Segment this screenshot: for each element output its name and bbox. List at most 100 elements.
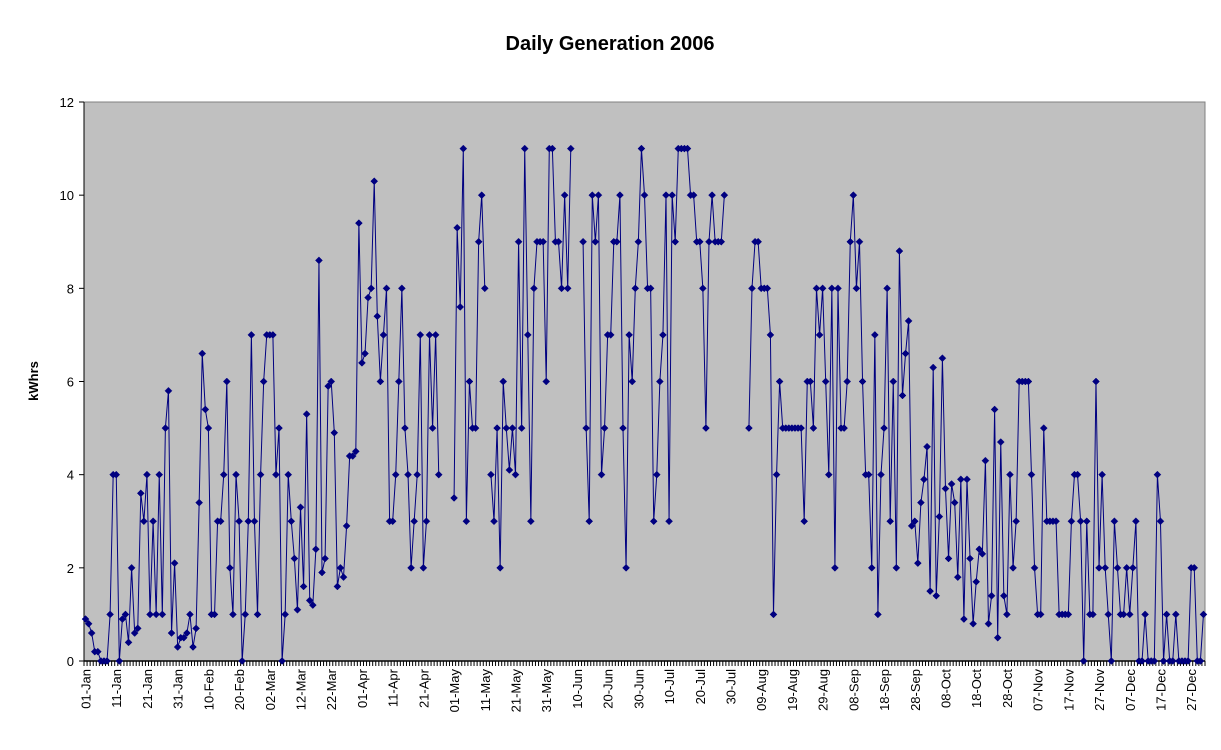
data-point xyxy=(745,424,753,432)
data-point xyxy=(1092,377,1100,386)
data-point xyxy=(990,405,999,414)
data-point xyxy=(963,475,971,484)
data-point xyxy=(563,284,572,293)
data-point xyxy=(975,545,984,554)
data-point xyxy=(843,377,852,386)
data-point xyxy=(588,191,597,200)
data-point xyxy=(932,591,941,600)
data-point xyxy=(720,191,729,200)
data-point xyxy=(999,591,1008,600)
data-point xyxy=(517,424,526,432)
data-point xyxy=(284,470,293,479)
x-tick-label: 20-Jul xyxy=(693,669,708,705)
data-point xyxy=(1076,517,1085,526)
data-point xyxy=(250,517,259,526)
data-point xyxy=(520,144,529,153)
data-point xyxy=(474,237,483,246)
data-point xyxy=(849,191,858,200)
data-point xyxy=(827,284,836,293)
data-point xyxy=(665,517,673,526)
data-point xyxy=(388,517,397,526)
data-point xyxy=(874,610,882,619)
data-point xyxy=(929,363,938,372)
data-point xyxy=(1073,470,1082,479)
data-point xyxy=(195,498,204,507)
data-point xyxy=(140,517,148,526)
x-tick-label: 09-Aug xyxy=(754,669,769,711)
data-point xyxy=(1119,610,1128,619)
data-point xyxy=(143,470,151,479)
data-point xyxy=(416,331,425,339)
y-tick-label: 10 xyxy=(60,188,74,203)
data-point xyxy=(235,517,243,526)
data-point xyxy=(358,359,366,367)
data-point xyxy=(324,382,333,391)
data-point xyxy=(351,447,360,456)
data-point xyxy=(127,563,136,572)
data-point xyxy=(640,191,649,200)
data-point xyxy=(336,563,345,572)
data-point xyxy=(376,377,385,386)
data-point xyxy=(103,657,111,665)
data-point xyxy=(170,559,179,568)
data-point xyxy=(1132,517,1140,526)
data-point xyxy=(490,517,498,526)
data-point xyxy=(238,657,247,665)
data-point xyxy=(548,144,557,153)
x-tick-label: 08-Oct xyxy=(938,669,953,708)
x-tick-label: 07-Dec xyxy=(1123,669,1138,711)
data-point xyxy=(748,284,756,293)
data-point xyxy=(232,470,240,479)
data-point xyxy=(106,610,114,619)
data-point xyxy=(1009,563,1017,572)
data-point xyxy=(539,237,548,246)
data-point xyxy=(305,596,314,605)
data-point xyxy=(809,424,818,432)
data-point xyxy=(278,657,286,665)
data-point xyxy=(1190,563,1199,572)
data-point xyxy=(591,237,600,246)
x-tick-label: 21-Jan xyxy=(140,669,155,709)
x-tick-label: 12-Mar xyxy=(294,668,309,710)
data-point xyxy=(1082,517,1091,526)
data-point xyxy=(966,554,974,563)
data-point xyxy=(493,424,501,432)
data-point xyxy=(631,284,640,293)
data-point xyxy=(499,377,508,386)
data-point xyxy=(1079,657,1088,665)
y-tick-label: 12 xyxy=(60,95,74,110)
data-point xyxy=(315,256,323,265)
data-point xyxy=(1125,610,1134,619)
data-point xyxy=(459,144,468,153)
data-point xyxy=(956,475,965,484)
data-point xyxy=(226,563,234,572)
x-tick-label: 20-Feb xyxy=(232,669,247,710)
data-point xyxy=(1101,563,1110,572)
data-point xyxy=(671,237,680,246)
x-tick-label: 08-Sep xyxy=(846,669,861,711)
data-point xyxy=(987,591,996,600)
data-point xyxy=(1027,470,1036,479)
y-tick-label: 2 xyxy=(67,561,74,576)
data-point xyxy=(769,610,778,619)
data-point xyxy=(118,615,127,623)
data-point xyxy=(342,522,351,530)
data-point xyxy=(886,517,895,526)
x-tick-label: 10-Jul xyxy=(662,669,677,705)
y-tick-label: 8 xyxy=(67,281,74,296)
data-point xyxy=(904,317,913,325)
data-point xyxy=(502,424,511,432)
data-point xyxy=(523,331,532,339)
data-point xyxy=(1128,563,1137,572)
data-point xyxy=(511,470,520,479)
data-point xyxy=(950,498,959,507)
x-tick-label: 20-Jun xyxy=(601,669,616,709)
data-point xyxy=(698,284,707,293)
data-point xyxy=(431,331,440,339)
data-point xyxy=(93,647,102,656)
data-point xyxy=(530,284,538,293)
data-point xyxy=(404,470,412,479)
data-point xyxy=(1095,563,1103,572)
x-tick-label: 01-Apr xyxy=(355,668,370,708)
data-point xyxy=(152,610,161,619)
